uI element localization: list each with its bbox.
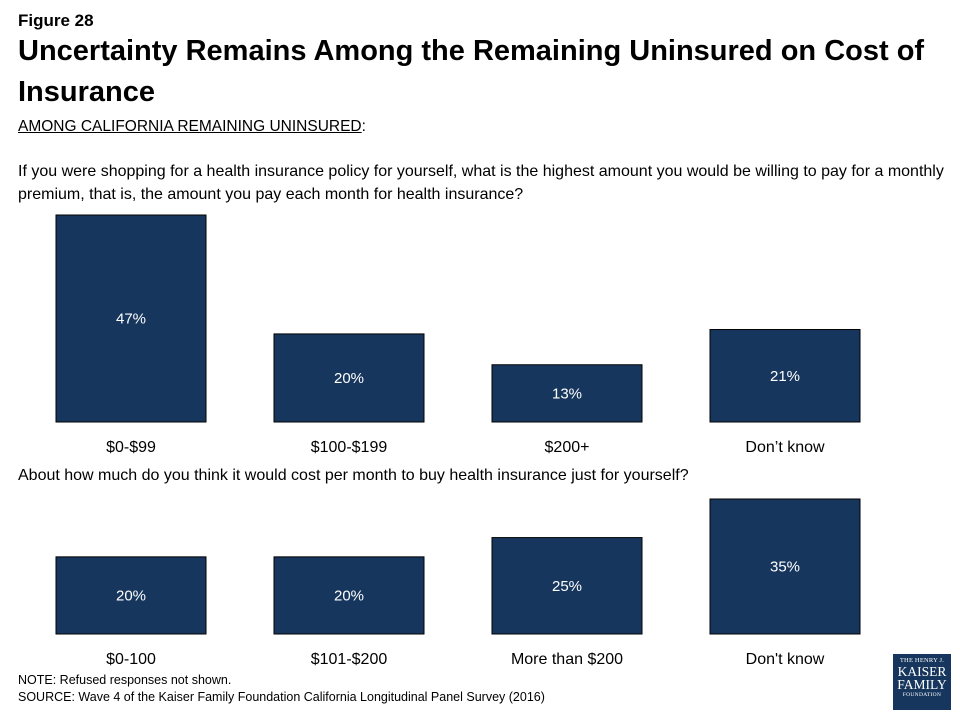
question-1: If you were shopping for a health insura… xyxy=(18,163,944,203)
bar-value-label: 25% xyxy=(552,578,582,595)
bar-value-label: 21% xyxy=(770,368,800,385)
bar-2-1 xyxy=(55,556,207,635)
category-label: $101-$200 xyxy=(311,651,388,668)
chart-willing-to-pay: 47% $0-$99 20% $100-$199 13% $200+ 21% Don’t kn… xyxy=(0,200,960,464)
footnote: NOTE: Refused responses not shown. SOURC… xyxy=(18,672,545,706)
bar-value-label: 35% xyxy=(770,559,800,576)
question-2: About how much do you think it would cos… xyxy=(18,467,689,484)
chart-2-svg: 20% $0-100 20% $101-$200 25% More than $200 35… xyxy=(55,498,861,668)
bar-2-3 xyxy=(491,537,643,635)
subtitle-text: AMONG CALIFORNIA REMAINING UNINSURED xyxy=(18,118,362,135)
category-label: Don’t know xyxy=(745,439,825,456)
chart-title: Uncertainty Remains Among the Remaining … xyxy=(18,35,925,108)
source-text: SOURCE: Wave 4 of the Kaiser Family Foun… xyxy=(18,690,545,704)
chart-estimated-cost: 20% $0-100 20% $101-$200 25% More than $200 35… xyxy=(0,486,960,676)
logo-line-2a: KAISER xyxy=(897,664,947,679)
subtitle: AMONG CALIFORNIA REMAINING UNINSURED: xyxy=(18,118,366,136)
bar-value-label: 20% xyxy=(334,587,364,604)
category-label: More than $200 xyxy=(511,651,623,668)
bar-1-2 xyxy=(273,333,425,423)
bar-1-4 xyxy=(709,329,861,423)
kff-logo: THE HENRY J. KAISER FAMILY FOUNDATION xyxy=(893,654,951,710)
bar-1-3 xyxy=(491,364,643,423)
bar-1-1 xyxy=(55,214,207,423)
bar-2-2 xyxy=(273,556,425,635)
category-label: Don't know xyxy=(746,651,825,668)
category-label: $0-$99 xyxy=(106,439,156,456)
figure-label: Figure 28 xyxy=(18,11,94,30)
note-text: NOTE: Refused responses not shown. xyxy=(18,673,232,687)
logo-line-3: FOUNDATION xyxy=(902,692,942,698)
bar-value-label: 13% xyxy=(552,385,582,402)
chart-1-svg: 47% $0-$99 20% $100-$199 13% $200+ 21% Don’t kn… xyxy=(55,214,861,456)
bar-2-4 xyxy=(709,498,861,635)
category-label: $100-$199 xyxy=(311,439,388,456)
bar-value-label: 20% xyxy=(334,370,364,387)
logo-line-2b: FAMILY xyxy=(897,677,947,692)
bar-value-label: 20% xyxy=(116,587,146,604)
category-label: $200+ xyxy=(545,439,590,456)
bar-value-label: 47% xyxy=(116,311,146,328)
category-label: $0-100 xyxy=(106,651,156,668)
logo-line-1: THE HENRY J. xyxy=(899,657,945,664)
subtitle-suffix: : xyxy=(361,118,366,135)
